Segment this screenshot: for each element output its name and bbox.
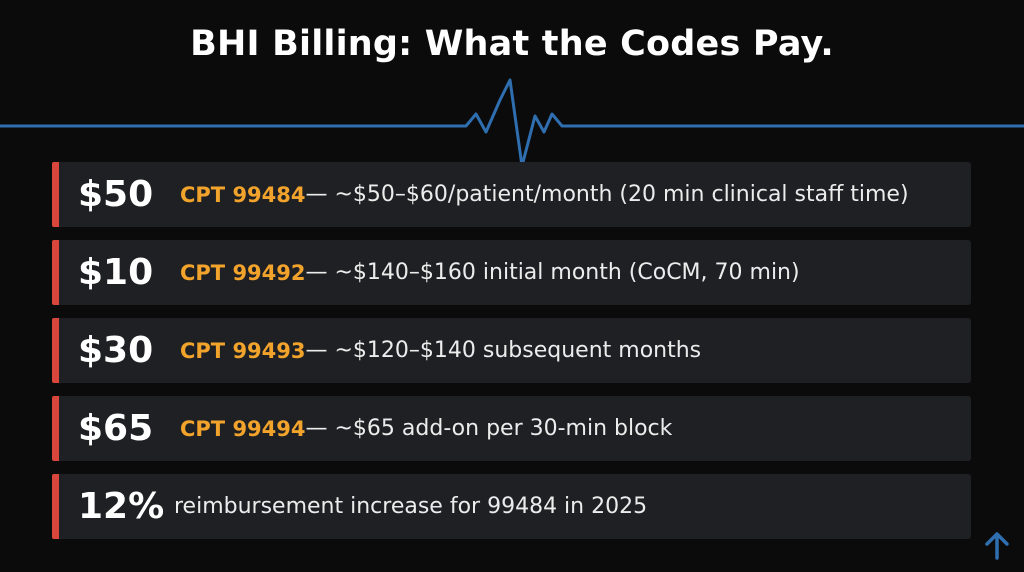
billing-row-increase: 12% reimbursement increase for 99484 in … xyxy=(52,474,971,539)
page-title: BHI Billing: What the Codes Pay. xyxy=(190,24,834,64)
billing-code-list: $50 CPT 99484 — ~$50–$60/patient/month (… xyxy=(52,162,971,552)
row-code: CPT 99484 xyxy=(180,182,306,207)
row-code: CPT 99493 xyxy=(180,338,306,363)
row-accent-bar xyxy=(52,240,59,305)
row-description: — ~$120–$140 subsequent months xyxy=(305,338,702,363)
row-figure: $50 xyxy=(78,174,154,215)
row-code: CPT 99494 xyxy=(180,416,306,441)
arrow-up-icon[interactable] xyxy=(984,530,1010,560)
row-accent-bar xyxy=(52,162,59,227)
billing-row-99494: $65 CPT 99494 — ~$65 add-on per 30-min b… xyxy=(52,396,971,461)
billing-row-99493: $30 CPT 99493 — ~$120–$140 subsequent mo… xyxy=(52,318,971,383)
row-description: — ~$140–$160 initial month (CoCM, 70 min… xyxy=(305,260,800,285)
row-description: — ~$50–$60/patient/month (20 min clinica… xyxy=(305,182,909,207)
row-accent-bar xyxy=(52,396,59,461)
row-description: — ~$65 add-on per 30-min block xyxy=(305,416,673,441)
row-accent-bar xyxy=(52,474,59,539)
billing-row-99492: $10 CPT 99492 — ~$140–$160 initial month… xyxy=(52,240,971,305)
row-code: CPT 99492 xyxy=(180,260,306,285)
row-accent-bar xyxy=(52,318,59,383)
row-figure: 12% xyxy=(78,486,165,527)
row-description: reimbursement increase for 99484 in 2025 xyxy=(174,494,648,519)
row-figure: $65 xyxy=(78,408,154,449)
row-figure: $30 xyxy=(78,330,154,371)
billing-row-99484: $50 CPT 99484 — ~$50–$60/patient/month (… xyxy=(52,162,971,227)
heartbeat-line-icon xyxy=(0,78,1024,168)
row-figure: $10 xyxy=(78,252,154,293)
